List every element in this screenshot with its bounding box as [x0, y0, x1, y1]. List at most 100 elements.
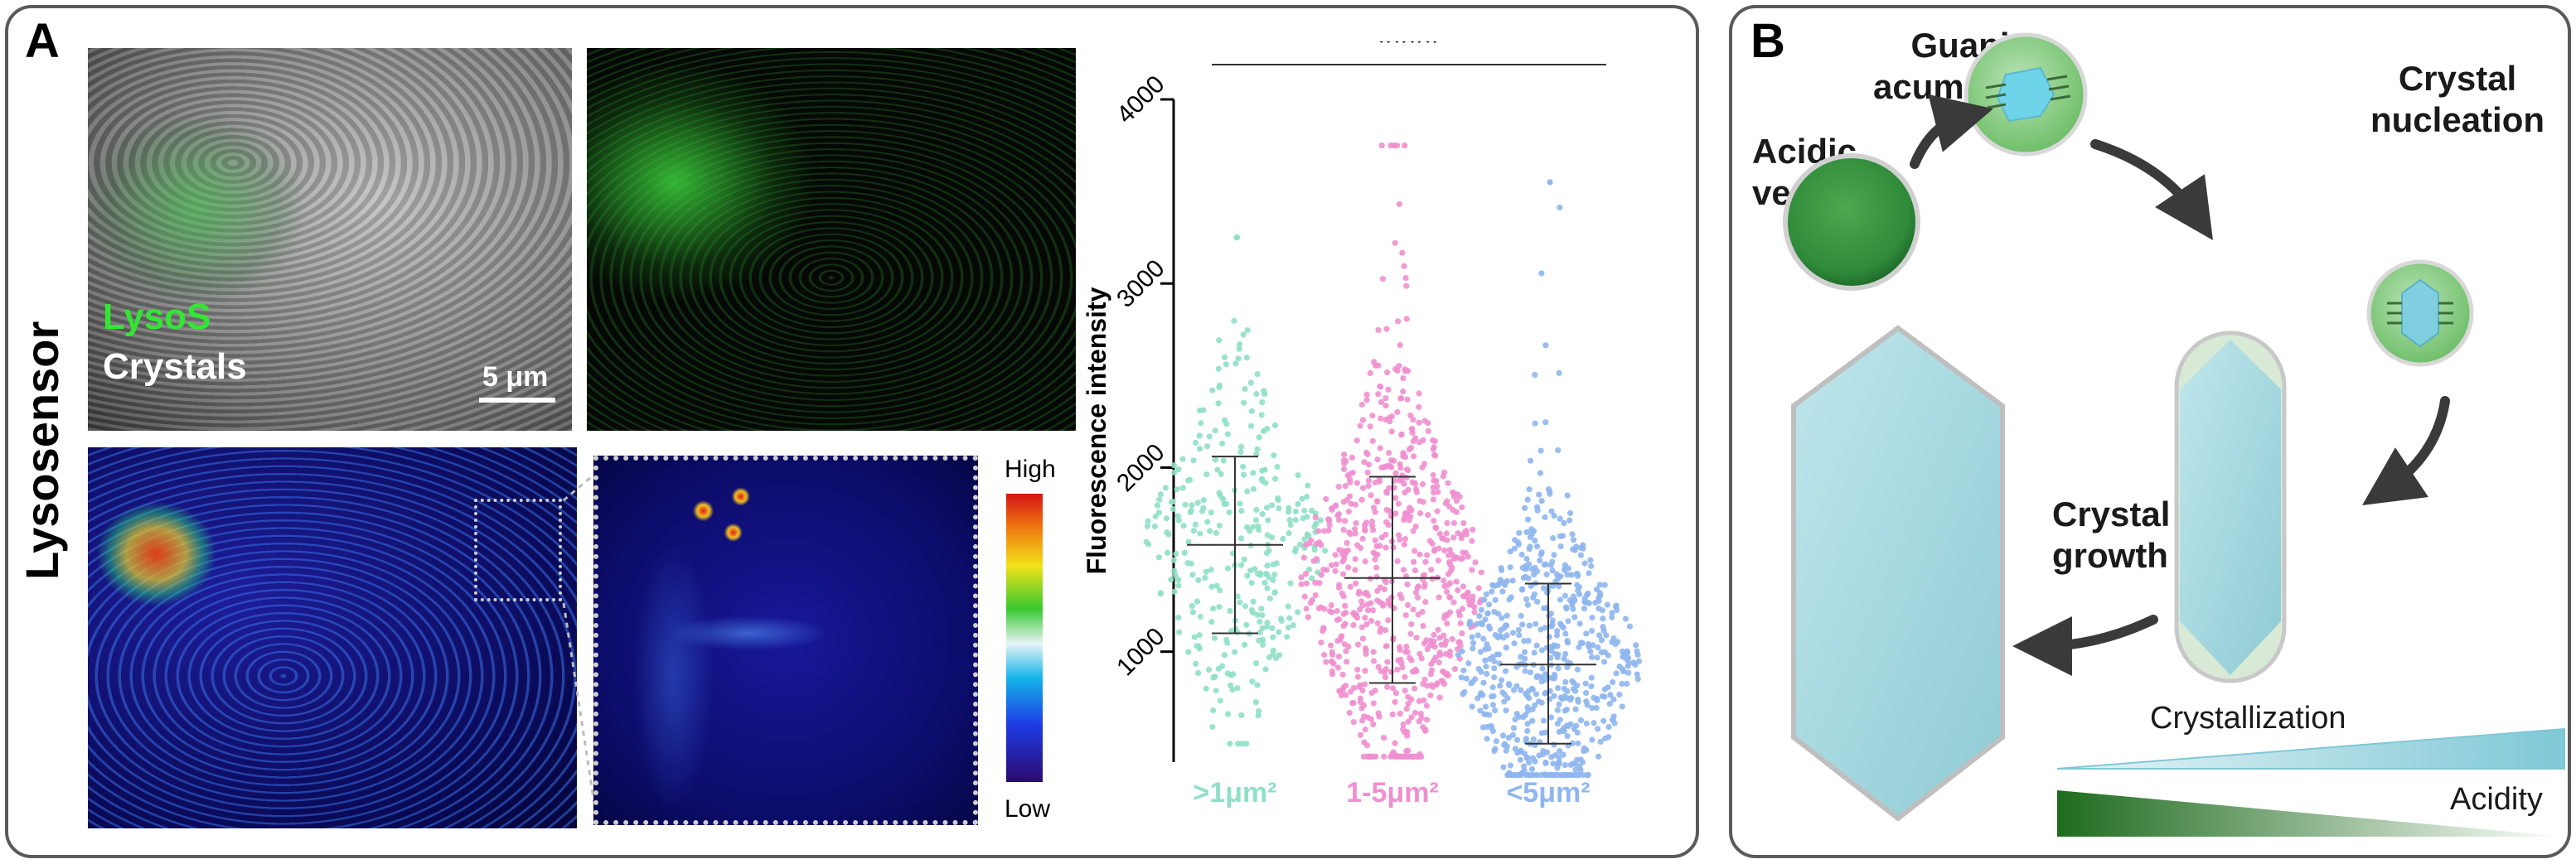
data-point: [1474, 632, 1481, 639]
data-point: [1480, 635, 1487, 642]
data-point: [1527, 543, 1533, 550]
data-point: [1411, 548, 1418, 554]
data-point: [1349, 454, 1355, 461]
data-point: [1379, 601, 1386, 607]
data-point: [1374, 620, 1381, 626]
data-point: [1269, 502, 1276, 509]
data-point: [1431, 657, 1437, 664]
data-point: [1459, 630, 1465, 637]
data-point: [1609, 610, 1615, 616]
data-point: [1244, 488, 1251, 495]
data-point: [1408, 714, 1415, 721]
data-point: [1613, 602, 1620, 609]
data-point: [1478, 669, 1484, 675]
data-point: [1551, 512, 1557, 519]
data-point: [1450, 534, 1457, 541]
data-point: [1232, 360, 1239, 367]
data-point: [1211, 635, 1218, 641]
data-point: [1460, 549, 1466, 556]
data-point: [1532, 538, 1538, 544]
data-point: [1353, 580, 1359, 586]
data-point: [1285, 603, 1291, 610]
data-point: [1255, 708, 1262, 715]
acidity-gradient: [2057, 790, 2564, 837]
data-point: [1534, 543, 1541, 550]
data-point: [1250, 598, 1257, 605]
data-point: [1402, 274, 1409, 282]
data-point: [1525, 771, 1532, 779]
scale-bar-label: 5 μm: [482, 361, 549, 393]
data-point: [1516, 529, 1523, 536]
data-point: [1292, 545, 1300, 553]
data-point: [1298, 574, 1305, 581]
data-point: [1407, 654, 1413, 661]
data-point: [1381, 735, 1387, 741]
data-point: [1518, 586, 1526, 592]
data-point: [1273, 560, 1280, 567]
data-point: [1588, 654, 1595, 660]
data-point: [1156, 496, 1163, 503]
data-point: [1595, 644, 1601, 651]
data-point: [1580, 759, 1586, 765]
data-point: [1403, 643, 1410, 650]
data-point: [1409, 426, 1416, 432]
data-point: [1195, 577, 1202, 583]
data-point: [1200, 497, 1207, 504]
data-point: [1373, 573, 1380, 580]
data-point: [1391, 142, 1397, 149]
data-point: [1229, 671, 1237, 678]
legend-crystals: Crystals: [103, 346, 247, 387]
data-point: [1402, 535, 1409, 543]
data-point: [1254, 682, 1261, 688]
data-point: [1194, 669, 1202, 677]
data-point: [1524, 496, 1531, 503]
data-point: [1562, 678, 1569, 685]
data-point: [1445, 552, 1452, 558]
data-point: [1367, 423, 1373, 430]
data-point: [1315, 528, 1322, 534]
data-point: [1397, 342, 1403, 349]
data-point: [1226, 509, 1232, 516]
data-point: [1234, 741, 1242, 747]
data-point: [1595, 753, 1602, 760]
nucleation-vesicle-icon: [2366, 259, 2474, 367]
data-point: [1264, 585, 1271, 591]
data-point: [1242, 641, 1248, 648]
data-point: [1450, 519, 1458, 527]
heatmap-zoom-inset: [593, 456, 978, 825]
data-point: [1370, 721, 1377, 728]
data-point: [1588, 674, 1595, 681]
data-point: [1532, 371, 1538, 379]
data-point: [1175, 582, 1182, 589]
data-point: [1175, 466, 1182, 473]
data-point: [1425, 427, 1431, 434]
data-point: [1547, 610, 1554, 617]
data-point: [1398, 431, 1405, 437]
data-point: [1397, 461, 1403, 467]
data-point: [1603, 632, 1610, 639]
data-point: [1295, 472, 1301, 479]
data-point: [1205, 666, 1213, 673]
data-point: [1218, 663, 1226, 669]
data-point: [1456, 612, 1463, 619]
data-point: [1252, 517, 1260, 524]
data-point: [1216, 604, 1223, 611]
data-point: [1382, 395, 1389, 402]
data-point: [1595, 597, 1602, 605]
data-point: [1551, 642, 1557, 649]
data-point: [1335, 483, 1342, 490]
data-point: [1557, 747, 1563, 755]
data-point: [1570, 686, 1577, 693]
data-point: [1144, 523, 1151, 529]
data-point: [1213, 529, 1220, 536]
data-point: [1354, 666, 1361, 673]
data-point: [1475, 585, 1482, 591]
micrograph-merge: LysoS Crystals 5 μm: [88, 48, 572, 431]
data-point: [1503, 632, 1510, 639]
data-point: [1143, 538, 1150, 545]
data-point: [1362, 558, 1368, 565]
data-point: [1215, 365, 1222, 372]
data-point: [1576, 620, 1583, 627]
data-point: [1341, 466, 1348, 472]
data-point: [1350, 719, 1357, 726]
